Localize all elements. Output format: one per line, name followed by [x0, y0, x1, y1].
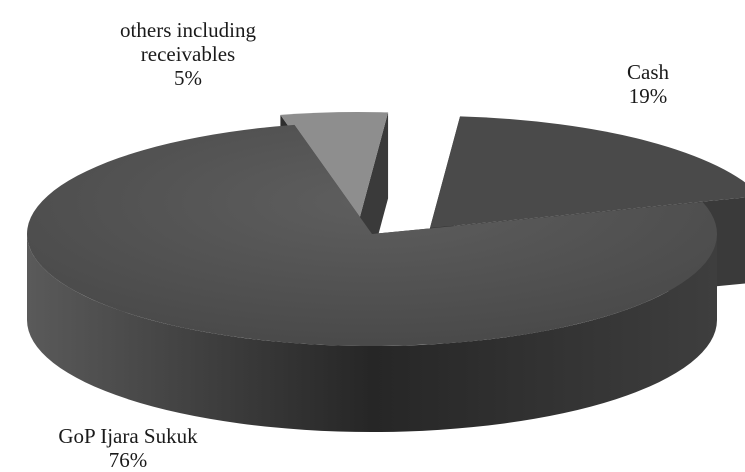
pie-slice-side-gop [27, 234, 717, 432]
slice-name-others-line2: receivables [140, 42, 236, 66]
slice-name-cash: Cash [627, 60, 669, 84]
slice-name-gop: GoP Ijara Sukuk [58, 424, 198, 448]
slice-value-others: 5% [174, 66, 202, 90]
slice-name-others-line1: others including [120, 18, 256, 42]
slice-value-cash: 19% [628, 84, 668, 108]
pie-slice-gop [27, 124, 718, 432]
slice-label-others: others including receivables 5% [88, 18, 288, 90]
slice-label-gop: GoP Ijara Sukuk 76% [28, 424, 228, 472]
slice-value-gop: 76% [108, 448, 148, 472]
pie-slice-top-gop [27, 124, 718, 347]
pie-slice-top-others [280, 112, 389, 224]
pie-slice-top-cash [430, 116, 745, 228]
slice-label-cash: Cash 19% [608, 60, 688, 108]
